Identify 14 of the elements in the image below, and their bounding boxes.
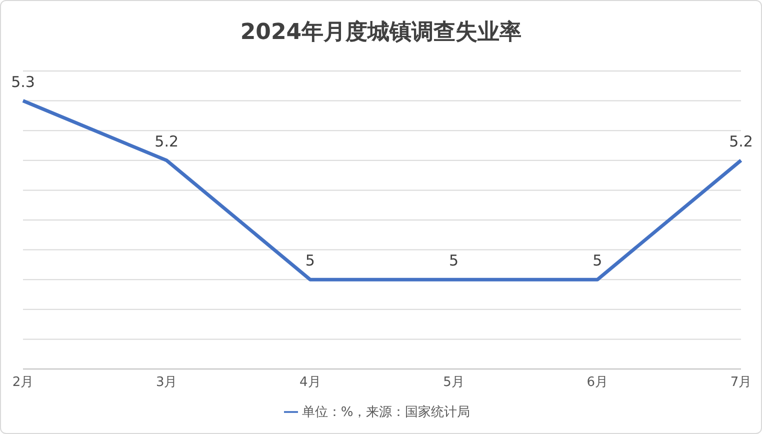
data-label: 5.2	[154, 132, 179, 150]
x-tick-label: 4月	[300, 375, 321, 390]
data-label: 5	[592, 252, 602, 270]
x-tick-label: 3月	[156, 375, 178, 390]
x-tick-label: 7月	[730, 375, 752, 390]
data-label: 5	[305, 252, 315, 270]
legend-label: 单位：%，来源：国家统计局	[302, 405, 470, 420]
chart-title: 2024年月度城镇调查失业率	[239, 18, 523, 47]
data-label: 5.3	[11, 72, 35, 91]
x-tick-label: 2月	[12, 375, 34, 390]
data-label: 5.2	[729, 132, 753, 150]
data-label: 5	[449, 252, 459, 270]
x-tick-label: 5月	[443, 375, 464, 390]
x-tick-label: 6月	[586, 375, 608, 390]
